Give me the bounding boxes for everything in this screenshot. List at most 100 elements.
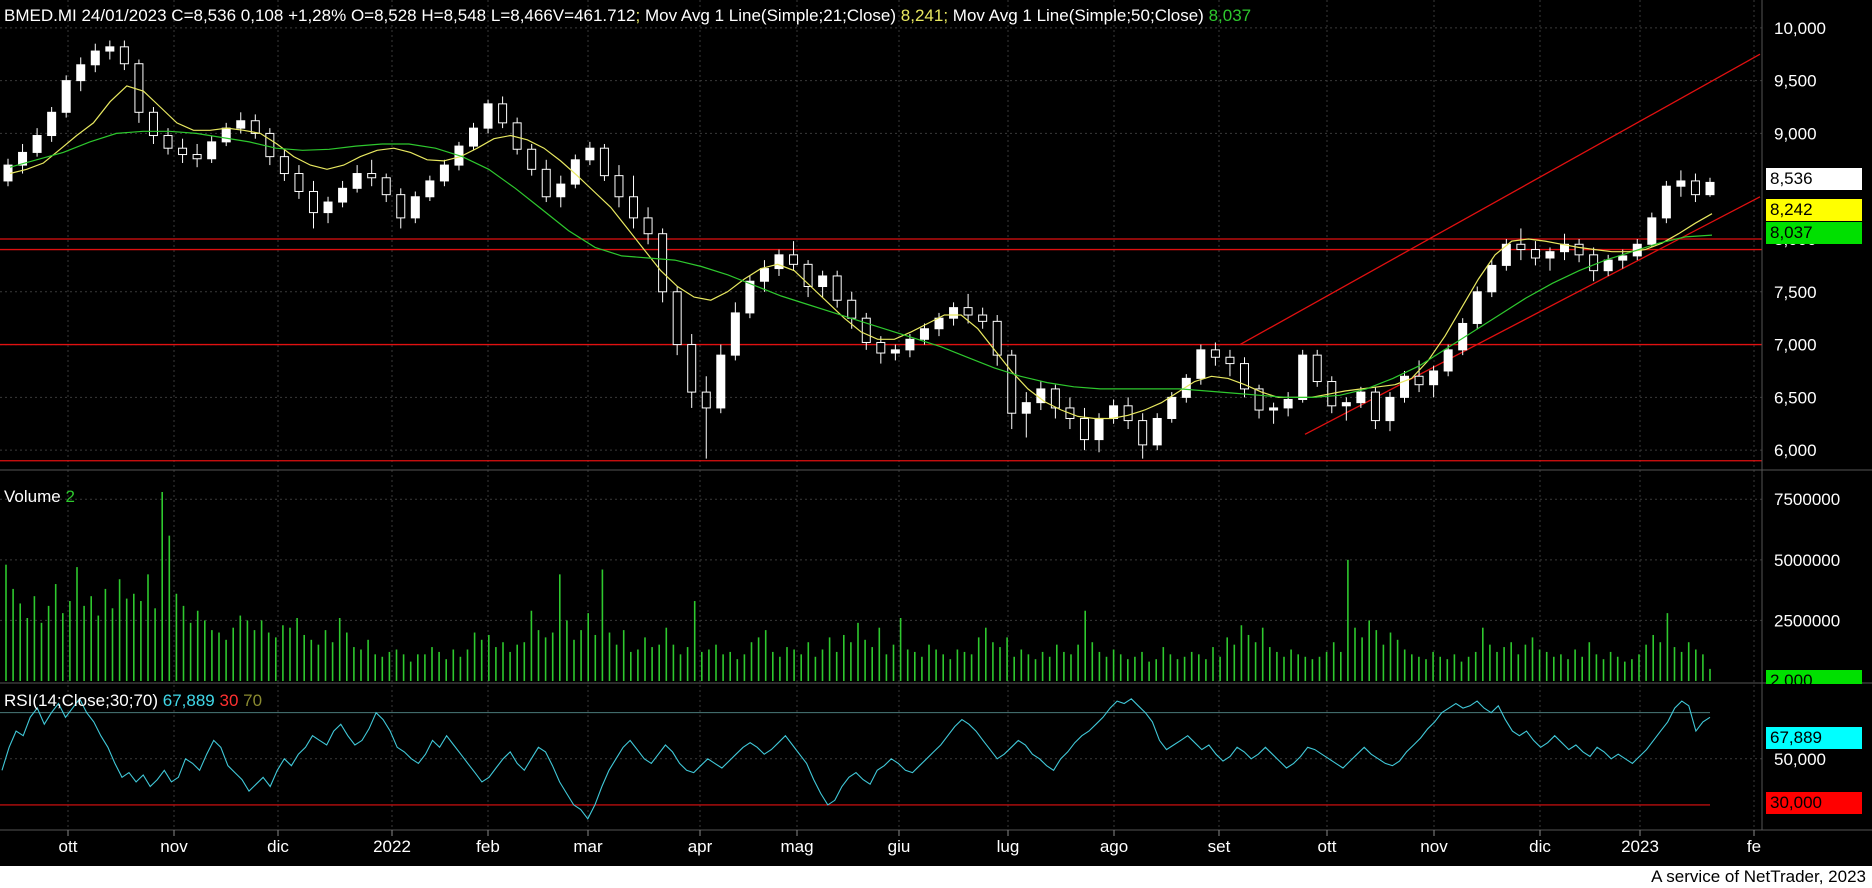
- candle-body: [1196, 349, 1206, 379]
- x-tick-label: feb: [476, 837, 500, 856]
- candle-body: [847, 299, 857, 319]
- header-low: L=8,466: [490, 6, 553, 25]
- rsi-tag: 67,889: [1766, 727, 1862, 749]
- candle-body: [1021, 402, 1031, 414]
- candle-body: [919, 328, 929, 340]
- rsi30-tag: 30,000: [1766, 792, 1862, 814]
- candle-body: [163, 135, 173, 149]
- candle-body: [1079, 417, 1089, 441]
- candle-body: [1356, 391, 1366, 404]
- candle-body: [876, 341, 886, 354]
- header-symbol: BMED.MI: [4, 6, 77, 25]
- x-tick-label: set: [1208, 837, 1231, 856]
- candle-body: [599, 147, 609, 177]
- moving-averages: [9, 85, 1713, 420]
- candle-body: [687, 344, 697, 393]
- candle-body: [1618, 255, 1628, 261]
- x-tick-label: ott: [1318, 837, 1337, 856]
- candle-body: [439, 164, 449, 182]
- candle-body: [585, 147, 595, 161]
- header-open: O=8,528: [350, 6, 417, 25]
- candlesticks: [3, 40, 1715, 459]
- candle-body: [992, 320, 1002, 356]
- rsi-tick-label: 50,000: [1774, 750, 1826, 769]
- candle-body: [1138, 420, 1148, 446]
- candle-body: [18, 151, 28, 166]
- candle-body: [1501, 243, 1511, 266]
- volume-value: 2: [65, 487, 75, 506]
- ma2-label: Mov Avg 1 Line(Simple;50;Close): [952, 6, 1204, 25]
- candle-body: [861, 317, 871, 343]
- candle-body: [1254, 388, 1264, 411]
- candle-body: [556, 183, 566, 198]
- candle-body: [1647, 217, 1657, 245]
- candle-body: [1341, 402, 1351, 407]
- x-tick-label: giu: [888, 837, 911, 856]
- channel-upper-line: [1239, 53, 1761, 346]
- candle-body: [658, 233, 668, 293]
- x-tick-label: dic: [1529, 837, 1551, 856]
- x-tick-label: mag: [780, 837, 813, 856]
- candle-body: [134, 63, 144, 113]
- candle-body: [1545, 251, 1555, 259]
- price-tick-label: 7,000: [1774, 336, 1817, 355]
- candle-body: [308, 190, 318, 214]
- volume-label: Volume: [4, 487, 61, 506]
- candle-body: [1167, 396, 1177, 419]
- candle-body: [1516, 243, 1526, 251]
- rsi-value: 67,889: [162, 691, 215, 710]
- candle-body: [1298, 354, 1308, 400]
- x-tick-label: ott: [59, 837, 78, 856]
- candle-body: [803, 263, 813, 288]
- candle-body: [1050, 388, 1060, 409]
- header-high: H=8,548: [421, 6, 487, 25]
- header-sep-1: ;: [635, 6, 641, 25]
- x-tick-label: mar: [573, 837, 603, 856]
- candle-body: [716, 354, 726, 409]
- ma50-line: [9, 130, 1713, 398]
- x-tick-label: nov: [1420, 837, 1448, 856]
- candle-body: [425, 180, 435, 198]
- candle-body: [1676, 180, 1686, 187]
- header-change-pct: +1,28%: [288, 6, 347, 25]
- header-date: 24/01/2023: [81, 6, 167, 25]
- candle-body: [1530, 249, 1540, 259]
- candle-body: [1690, 180, 1700, 196]
- candle-body: [1370, 391, 1380, 422]
- candle-body: [61, 80, 71, 113]
- candle-body: [978, 314, 988, 322]
- candle-body: [745, 280, 755, 314]
- price-chart[interactable]: ott nov dic 2022 feb mar apr mag giu lug ago set ott…: [0, 0, 1872, 866]
- grid: [0, 0, 1762, 828]
- rsi-header: RSI(14;Close;30;70) 67,889 30 70: [4, 691, 262, 711]
- candle-body: [396, 194, 406, 219]
- candle-body: [789, 254, 799, 265]
- ma1-label: Mov Avg 1 Line(Simple;21;Close): [644, 6, 897, 25]
- x-tick-label: 2023: [1621, 837, 1659, 856]
- ma2-value: 8,037: [1208, 6, 1252, 25]
- candle-body: [1109, 405, 1119, 419]
- price-tick-label: 10,000: [1774, 19, 1826, 38]
- candle-body: [701, 391, 711, 409]
- candle-body: [483, 103, 493, 129]
- candle-body: [338, 187, 348, 203]
- candle-body: [178, 147, 188, 156]
- candle-body: [1210, 349, 1220, 358]
- candle-body: [1094, 417, 1104, 441]
- candle-body: [1705, 181, 1715, 196]
- rsi-label: RSI(14;Close;30;70): [4, 691, 159, 710]
- candle-body: [643, 217, 653, 235]
- volume-tick-label: 5000000: [1774, 551, 1840, 570]
- price-tick-label: 6,500: [1774, 388, 1817, 407]
- axes: ott nov dic 2022 feb mar apr mag giu lug ago set ott…: [0, 0, 1872, 856]
- candle-body: [527, 148, 537, 170]
- candle-body: [963, 307, 973, 316]
- credit-bar: A service of NetTrader, 2023: [0, 866, 1872, 888]
- price-tick-label: 9,500: [1774, 72, 1817, 91]
- candle-body: [469, 127, 479, 147]
- candle-body: [207, 141, 217, 160]
- x-tick-label: dic: [267, 837, 289, 856]
- candle-body: [76, 64, 86, 82]
- price-tick-label: 9,000: [1774, 124, 1817, 143]
- rsi-low-level: 30: [219, 691, 239, 710]
